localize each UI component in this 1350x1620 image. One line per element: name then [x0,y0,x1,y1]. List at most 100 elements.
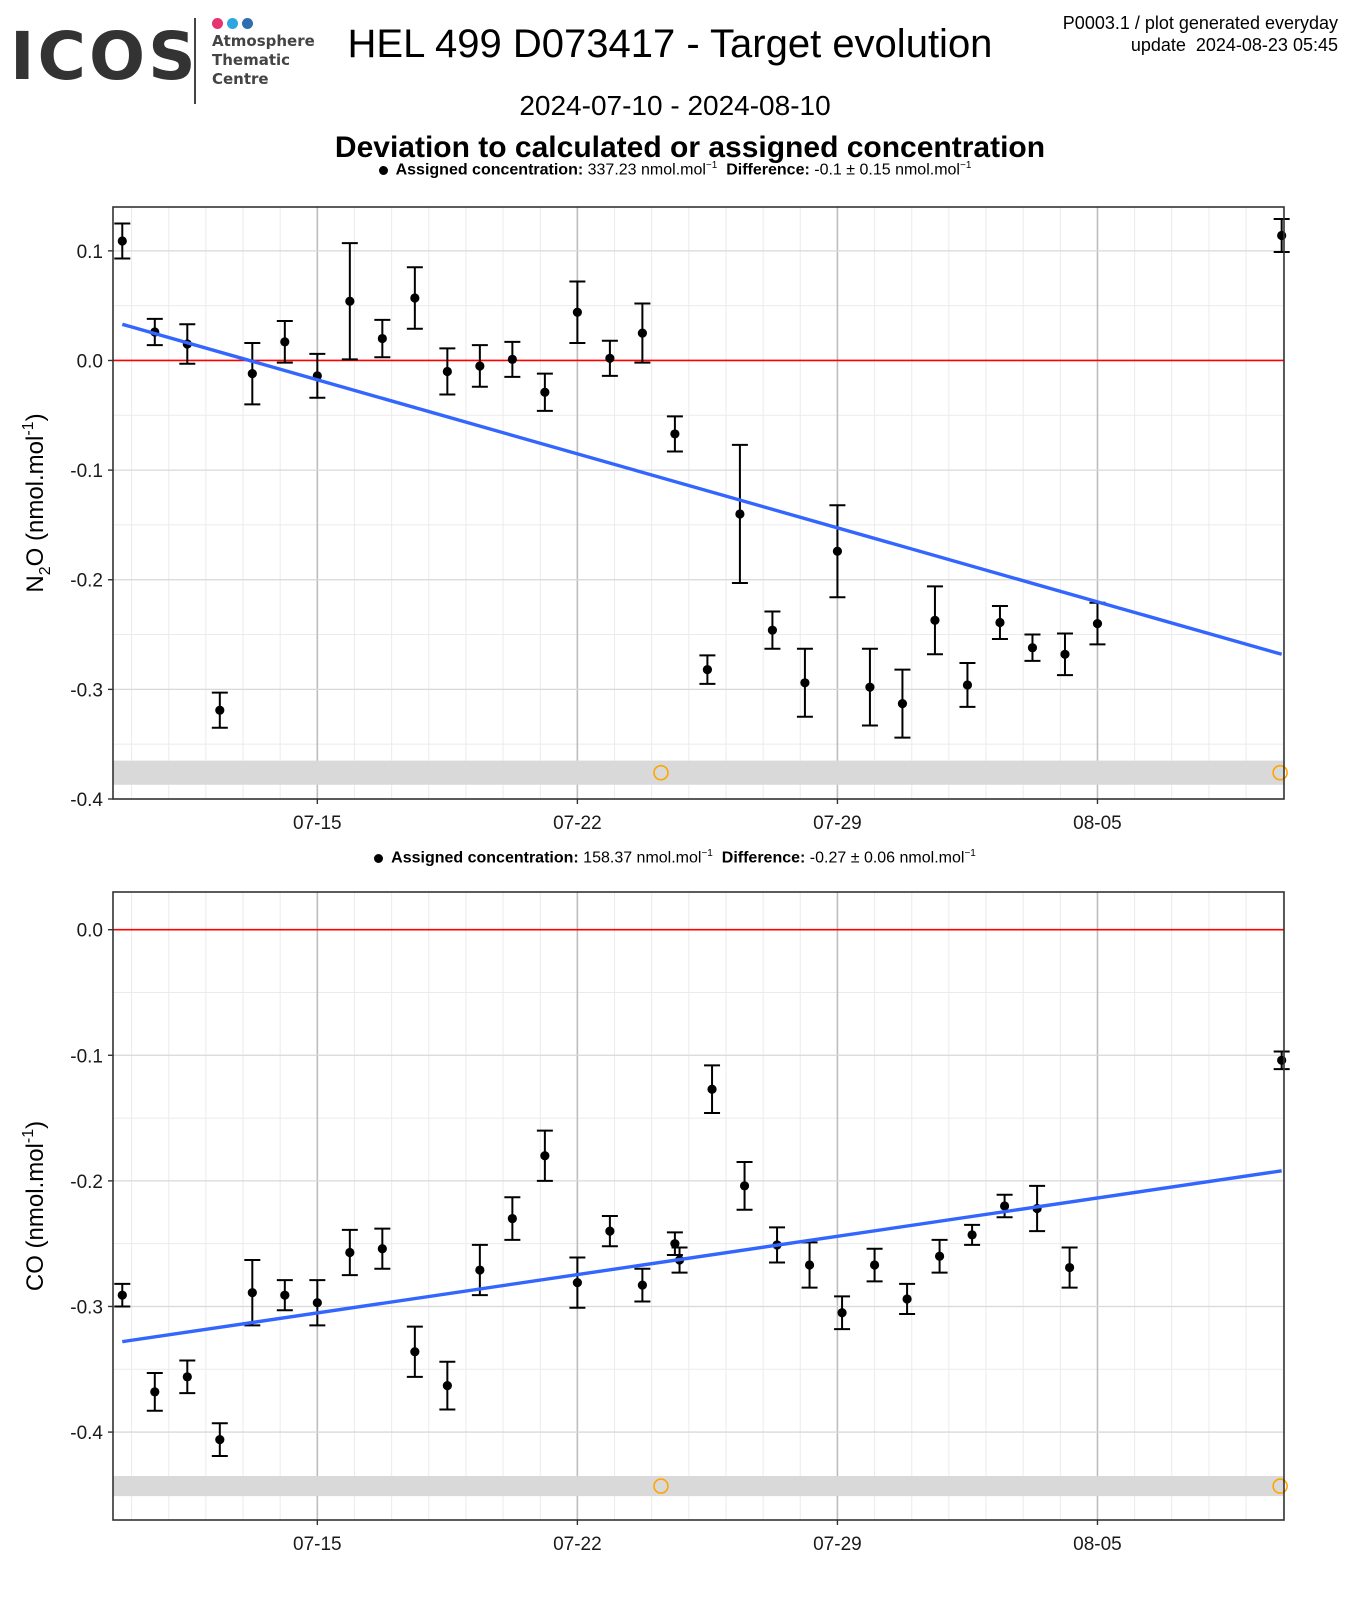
update-timestamp: update 2024-08-23 05:45 [1130,35,1338,55]
legend-unit-exponent: −1 [959,160,972,171]
y-tick-label: -0.2 [70,571,103,592]
data-point [345,296,355,306]
data-point [670,1239,680,1249]
data-point [280,337,290,347]
data-point [312,1298,322,1308]
chart-subtitle: Deviation to calculated or assigned conc… [334,131,1046,164]
data-point [345,1247,355,1258]
data-point [117,236,127,246]
data-point [572,1278,582,1288]
legend-difference-value: -0.1 ± 0.15 nmol.mol [814,161,960,179]
data-point [670,429,680,439]
y-tick-label: -0.3 [70,1297,103,1318]
flag-band [113,1476,1284,1497]
data-point [804,1260,815,1270]
data-point [442,1381,452,1391]
data-point [442,366,452,377]
data-point [150,1387,160,1397]
x-tick-label: 07-15 [293,813,342,834]
data-point [1277,230,1287,241]
data-point [540,387,550,397]
data-point [572,307,582,317]
data-point [800,678,810,688]
data-point [967,1230,977,1240]
data-point [215,705,225,715]
data-point [1027,643,1038,653]
data-point [702,665,713,675]
date-range: 2024-07-10 - 2024-08-10 [519,90,831,121]
data-point [540,1151,550,1161]
logo-wordmark: ICOS [10,18,199,95]
x-tick-label: 08-05 [1073,1534,1122,1555]
legend-unit-exponent: −1 [701,848,713,859]
data-point [182,1372,192,1382]
flag-marker [653,1478,669,1494]
y-axis-label: CO (nmol.mol-1) [20,1121,49,1291]
page-title: HEL 499 D073417 - Target evolution [347,22,993,66]
data-point [410,293,420,303]
x-tick-label: 07-15 [293,1534,342,1555]
legend-unit-exponent: −1 [705,160,718,171]
data-point [995,617,1005,628]
n2o-chart: 0.1 0.0 -0.1 -0.2 -0.3 -0.4 07-15 07-22 07-29 08-… [20,206,1290,834]
data-point [507,1213,517,1224]
plot-id-label: P0003.1 / plot generated everyday [1062,13,1338,33]
legend-point-icon [378,165,388,175]
legend-assigned-value: 158.37 nmol.mol [583,849,702,867]
data-point [280,1290,290,1300]
y-tick-label: -0.4 [70,790,103,811]
y-tick-label: -0.2 [70,1172,103,1193]
logo-separator [194,18,196,104]
data-point [930,615,940,625]
legend-difference-label: Difference: [721,849,806,867]
plot-border [112,891,1285,1521]
data-point [117,1290,127,1300]
logo-subtitle: Atmosphere Thematic Centre [212,32,315,89]
y-tick-label: 0.0 [77,921,103,942]
flag-marker [653,764,669,781]
x-tick-label: 07-29 [813,813,862,834]
logo-dots-icon [212,16,257,30]
legend-n2o: Assigned concentration: 337.23 nmol.mol−… [0,160,1350,179]
data-point [377,1244,387,1254]
data-point [869,1260,880,1270]
data-point [735,509,745,519]
legend-difference-value: -0.27 ± 0.06 nmol.mol [809,849,965,867]
legend-point-icon [374,853,384,863]
data-point [837,1308,847,1318]
plot-border [112,206,1285,800]
data-point [767,625,778,635]
generation-info: P0003.1 / plot generated everyday update… [1063,12,1338,56]
y-tick-label: -0.1 [70,461,103,482]
x-tick-label: 08-05 [1073,813,1122,834]
data-point [605,353,615,363]
data-point [637,328,647,338]
data-point [865,682,875,692]
data-point [832,546,843,556]
y-tick-label: -0.1 [70,1046,103,1067]
data-point [902,1294,912,1304]
legend-assigned-label: Assigned concentration: [391,849,579,867]
flag-band [113,760,1284,785]
legend-assigned-label: Assigned concentration: [395,161,584,179]
data-point [962,680,973,690]
data-point [1277,1055,1287,1065]
data-point [1000,1201,1010,1211]
icos-logo: ICOS Atmosphere Thematic Centre [10,14,330,106]
x-tick-label: 07-29 [813,1534,862,1555]
x-tick-label: 07-22 [553,813,602,834]
y-tick-label: -0.4 [70,1423,103,1444]
data-point [1092,618,1103,629]
logo-subtitle-line: Atmosphere [212,32,315,50]
data-point [410,1347,420,1357]
y-axis-label: N2O (nmol.mol-1) [20,413,54,592]
data-point [475,1265,485,1275]
data-point [1065,1262,1075,1273]
data-point [377,333,387,344]
data-point [247,1288,257,1298]
y-tick-label: 0.0 [77,351,103,372]
trend-line [122,1169,1282,1344]
flag-marker [1272,764,1288,781]
legend-assigned-value: 337.23 nmol.mol [587,161,706,179]
data-point [247,369,257,379]
